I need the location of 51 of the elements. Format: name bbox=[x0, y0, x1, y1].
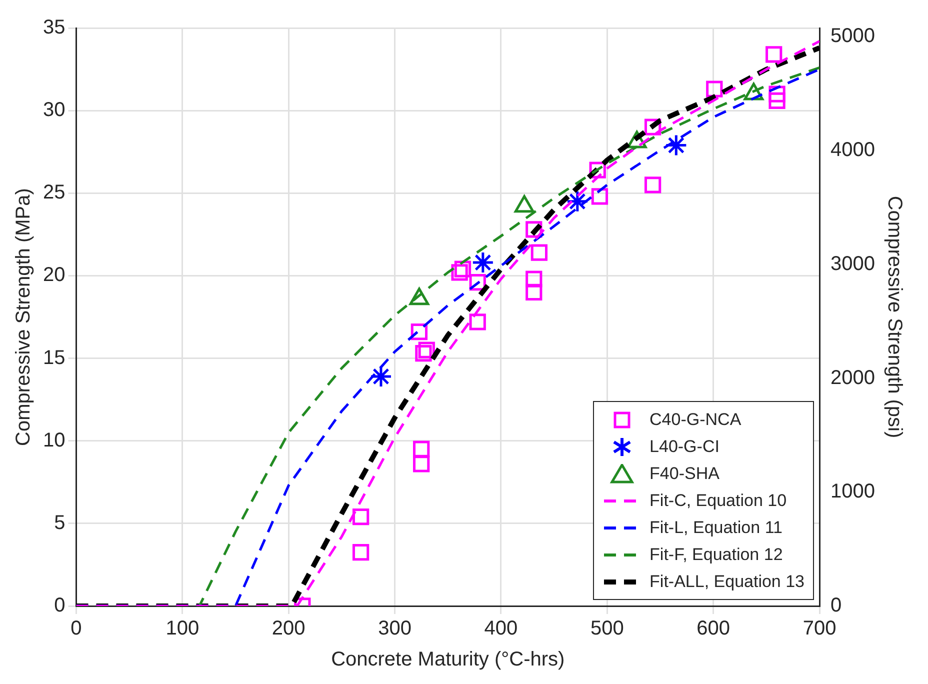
point bbox=[352, 544, 370, 561]
legend-label: Fit-ALL, Equation 13 bbox=[650, 572, 805, 592]
point bbox=[469, 314, 486, 330]
y-axis-title: Compressive Strength (MPa) bbox=[12, 188, 35, 446]
point bbox=[530, 244, 548, 261]
x-tick-label: 400 bbox=[484, 618, 518, 640]
point bbox=[454, 260, 472, 278]
y-tick-label: 30 bbox=[42, 99, 66, 122]
y2-axis-title: Compressive Strength (psi) bbox=[883, 196, 906, 438]
point bbox=[415, 345, 432, 362]
point bbox=[644, 176, 662, 194]
y-tick-label: 5 bbox=[54, 512, 66, 534]
point bbox=[413, 440, 430, 458]
point bbox=[472, 251, 494, 274]
x-tick-label: 300 bbox=[378, 618, 412, 640]
legend-label: C40-G-NCA bbox=[650, 410, 742, 430]
x-tick-label: 700 bbox=[802, 618, 836, 640]
y2-tick-label: 4000 bbox=[830, 139, 876, 162]
legend-label: Fit-L, Equation 11 bbox=[650, 518, 782, 538]
point bbox=[766, 46, 782, 63]
y2-tick-label: 2000 bbox=[830, 366, 876, 389]
y-tick-label: 20 bbox=[42, 264, 66, 286]
point bbox=[664, 134, 688, 156]
y2-tick-label: 1000 bbox=[830, 480, 876, 503]
y-tick-label: 35 bbox=[42, 16, 66, 39]
point bbox=[352, 508, 370, 526]
point bbox=[768, 92, 786, 109]
x-tick-label: 500 bbox=[590, 618, 624, 640]
point bbox=[566, 190, 589, 213]
x-tick-label: 100 bbox=[166, 618, 200, 640]
x-tick-label: 600 bbox=[696, 618, 730, 640]
y-tick-label: 10 bbox=[42, 429, 66, 452]
point bbox=[591, 188, 608, 205]
point bbox=[413, 456, 430, 472]
y2-tick-label: 0 bbox=[830, 594, 842, 617]
legend-label: Fit-C, Equation 10 bbox=[650, 490, 787, 510]
y-tick-label: 0 bbox=[54, 594, 66, 617]
point bbox=[526, 270, 542, 288]
x-tick-label: 0 bbox=[70, 618, 82, 640]
point bbox=[370, 365, 392, 388]
y-tick-label: 15 bbox=[42, 346, 66, 369]
y2-tick-label: 3000 bbox=[830, 252, 876, 275]
legend-label: Fit-F, Equation 12 bbox=[650, 544, 783, 564]
x-tick-label: 200 bbox=[272, 618, 306, 640]
legend-label: L40-G-CI bbox=[650, 436, 720, 456]
point bbox=[526, 284, 542, 301]
y2-tick-label: 5000 bbox=[830, 25, 876, 48]
legend-label: F40-SHA bbox=[650, 464, 720, 484]
y-tick-label: 25 bbox=[42, 182, 66, 204]
point bbox=[451, 264, 468, 281]
x-axis-title: Concrete Maturity (°C-hrs) bbox=[331, 648, 565, 671]
